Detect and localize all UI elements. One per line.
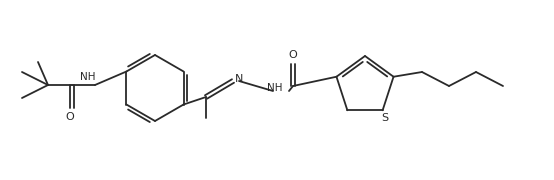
Text: NH: NH <box>80 72 96 82</box>
Text: O: O <box>289 50 297 60</box>
Text: S: S <box>381 113 388 123</box>
Text: NH: NH <box>267 83 283 93</box>
Text: N: N <box>235 74 243 84</box>
Text: O: O <box>65 112 74 122</box>
